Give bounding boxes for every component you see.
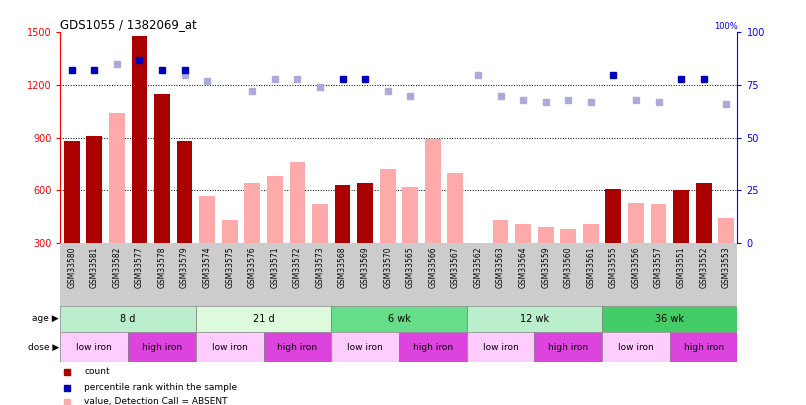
Text: value, Detection Call = ABSENT: value, Detection Call = ABSENT (84, 397, 227, 405)
Text: low iron: low iron (483, 343, 518, 352)
Bar (492, 220, 509, 243)
Text: GSM33555: GSM33555 (609, 246, 618, 288)
Bar (60, 332, 128, 362)
Text: GSM33562: GSM33562 (473, 246, 483, 288)
Text: GSM33560: GSM33560 (563, 246, 573, 288)
Text: count: count (84, 367, 110, 376)
Bar (515, 224, 531, 243)
Text: GSM33582: GSM33582 (112, 246, 122, 288)
Bar (177, 141, 193, 243)
Text: dose ▶: dose ▶ (27, 343, 59, 352)
Bar (670, 332, 737, 362)
Text: GSM33575: GSM33575 (225, 246, 235, 288)
Bar (128, 332, 196, 362)
Text: high iron: high iron (277, 343, 318, 352)
Text: high iron: high iron (683, 343, 724, 352)
Text: percentile rank within the sample: percentile rank within the sample (84, 383, 237, 392)
Text: GSM33572: GSM33572 (293, 246, 302, 288)
Text: GSM33571: GSM33571 (270, 246, 280, 288)
Text: GSM33553: GSM33553 (721, 246, 731, 288)
Bar (560, 229, 576, 243)
Text: GSM33577: GSM33577 (135, 246, 144, 288)
Text: GSM33551: GSM33551 (676, 246, 686, 288)
Bar (199, 196, 215, 243)
Bar (196, 306, 331, 332)
Text: GSM33557: GSM33557 (654, 246, 663, 288)
Text: 6 wk: 6 wk (388, 314, 410, 324)
Bar (538, 227, 554, 243)
Text: GSM33573: GSM33573 (315, 246, 325, 288)
Text: GSM33576: GSM33576 (247, 246, 257, 288)
Text: GSM33574: GSM33574 (202, 246, 212, 288)
Text: GSM33565: GSM33565 (405, 246, 415, 288)
Bar (447, 173, 463, 243)
Bar (718, 218, 734, 243)
Text: GSM33580: GSM33580 (67, 246, 77, 288)
Bar (673, 190, 689, 243)
Text: GSM33552: GSM33552 (699, 246, 708, 288)
Text: GSM33568: GSM33568 (338, 246, 347, 288)
Bar (60, 306, 196, 332)
Bar (380, 169, 396, 243)
Bar (154, 94, 170, 243)
Text: low iron: low iron (347, 343, 383, 352)
Text: GSM33564: GSM33564 (518, 246, 528, 288)
Bar (109, 113, 125, 243)
Text: GSM33563: GSM33563 (496, 246, 505, 288)
Text: GSM33566: GSM33566 (428, 246, 438, 288)
Bar (331, 332, 399, 362)
Text: high iron: high iron (142, 343, 182, 352)
Text: 21 d: 21 d (253, 314, 274, 324)
Bar (467, 332, 534, 362)
Bar (86, 136, 102, 243)
Text: 8 d: 8 d (120, 314, 136, 324)
Bar (334, 185, 351, 243)
Bar (331, 306, 467, 332)
Bar (131, 36, 147, 243)
Bar (583, 224, 599, 243)
Text: low iron: low iron (618, 343, 654, 352)
Bar (264, 332, 331, 362)
Text: 36 wk: 36 wk (655, 314, 684, 324)
Text: low iron: low iron (212, 343, 247, 352)
Text: age ▶: age ▶ (32, 314, 59, 324)
Text: GSM33561: GSM33561 (586, 246, 596, 288)
Bar (402, 187, 418, 243)
Bar (64, 141, 80, 243)
Text: GSM33578: GSM33578 (157, 246, 167, 288)
Bar (602, 306, 737, 332)
Text: high iron: high iron (548, 343, 588, 352)
Text: 100%: 100% (714, 22, 737, 31)
Bar (267, 176, 283, 243)
Bar (534, 332, 602, 362)
Text: GSM33556: GSM33556 (631, 246, 641, 288)
Text: GDS1055 / 1382069_at: GDS1055 / 1382069_at (60, 18, 197, 31)
Bar (696, 183, 712, 243)
Text: GSM33570: GSM33570 (383, 246, 393, 288)
Bar (628, 202, 644, 243)
Text: low iron: low iron (77, 343, 112, 352)
Bar (222, 220, 238, 243)
Text: GSM33559: GSM33559 (541, 246, 550, 288)
Bar (650, 205, 667, 243)
Bar (602, 332, 670, 362)
Bar (196, 332, 264, 362)
Text: GSM33579: GSM33579 (180, 246, 189, 288)
Text: high iron: high iron (413, 343, 453, 352)
Text: GSM33567: GSM33567 (451, 246, 460, 288)
Bar (425, 139, 441, 243)
Bar (289, 162, 305, 243)
Bar (467, 306, 602, 332)
Bar (312, 205, 328, 243)
Text: GSM33581: GSM33581 (89, 246, 99, 288)
Bar (399, 332, 467, 362)
Bar (357, 183, 373, 243)
Bar (605, 189, 621, 243)
Text: 12 wk: 12 wk (520, 314, 549, 324)
Text: GSM33569: GSM33569 (360, 246, 370, 288)
Bar (244, 183, 260, 243)
